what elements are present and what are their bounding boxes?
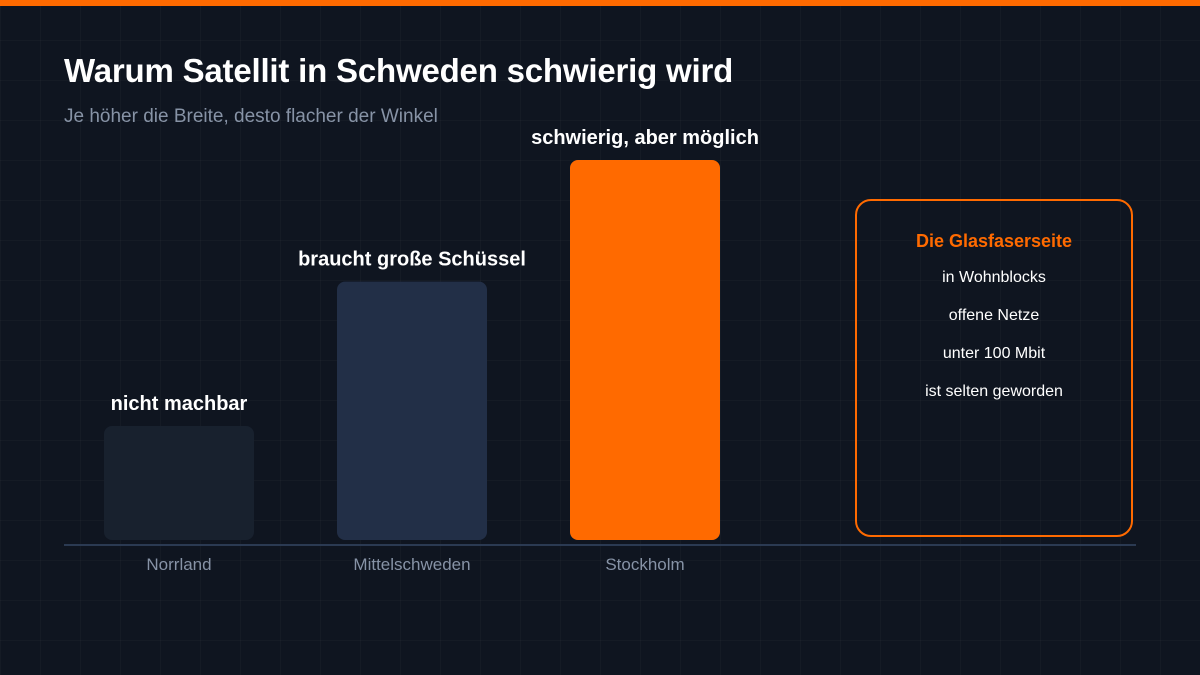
x-tick-label: Mittelschweden — [353, 555, 470, 574]
bar-data-label: braucht große Schüssel — [298, 249, 526, 271]
bar-norrland — [104, 426, 254, 540]
bar-stockholm — [570, 160, 720, 540]
info-line: in Wohnblocks — [942, 269, 1046, 286]
bar-mittelschweden — [337, 281, 487, 540]
info-line: unter 100 Mbit — [942, 345, 1046, 362]
accent-top-bar — [0, 0, 1200, 6]
info-box-lines: in Wohnblocks offene Netze unter 100 Mbi… — [857, 266, 1131, 403]
info-line: offene Netze — [948, 307, 1040, 324]
info-box-title: Die Glasfaserseite — [915, 231, 1073, 251]
bar-data-label: nicht machbar — [111, 393, 248, 415]
chart-title: Warum Satellit in Schweden schwierig wir… — [64, 52, 734, 89]
bar-data-label: schwierig, aber möglich — [531, 127, 759, 149]
info-line: ist selten geworden — [925, 383, 1063, 400]
x-tick-label: Stockholm — [605, 555, 684, 574]
fiber-info-box: Die Glasfaserseite in Wohnblocks offene … — [855, 199, 1133, 537]
chart-subtitle: Je höher die Breite, desto flacher der W… — [64, 106, 438, 127]
x-tick-label: Norrland — [146, 555, 211, 574]
